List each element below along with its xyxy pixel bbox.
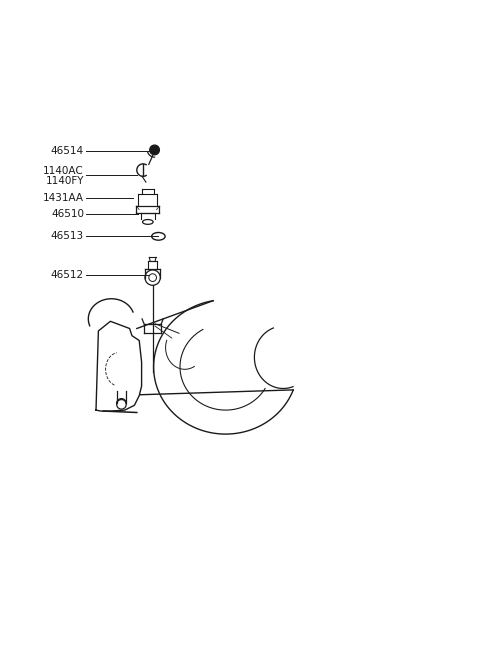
Circle shape	[150, 145, 159, 155]
Text: 46513: 46513	[51, 231, 84, 241]
Text: 1431AA: 1431AA	[43, 193, 84, 203]
Text: 46510: 46510	[51, 210, 84, 219]
Text: 46512: 46512	[51, 270, 84, 280]
Text: 46514: 46514	[51, 146, 84, 156]
Text: 1140AC: 1140AC	[43, 166, 84, 176]
Text: 1140FY: 1140FY	[46, 175, 84, 186]
